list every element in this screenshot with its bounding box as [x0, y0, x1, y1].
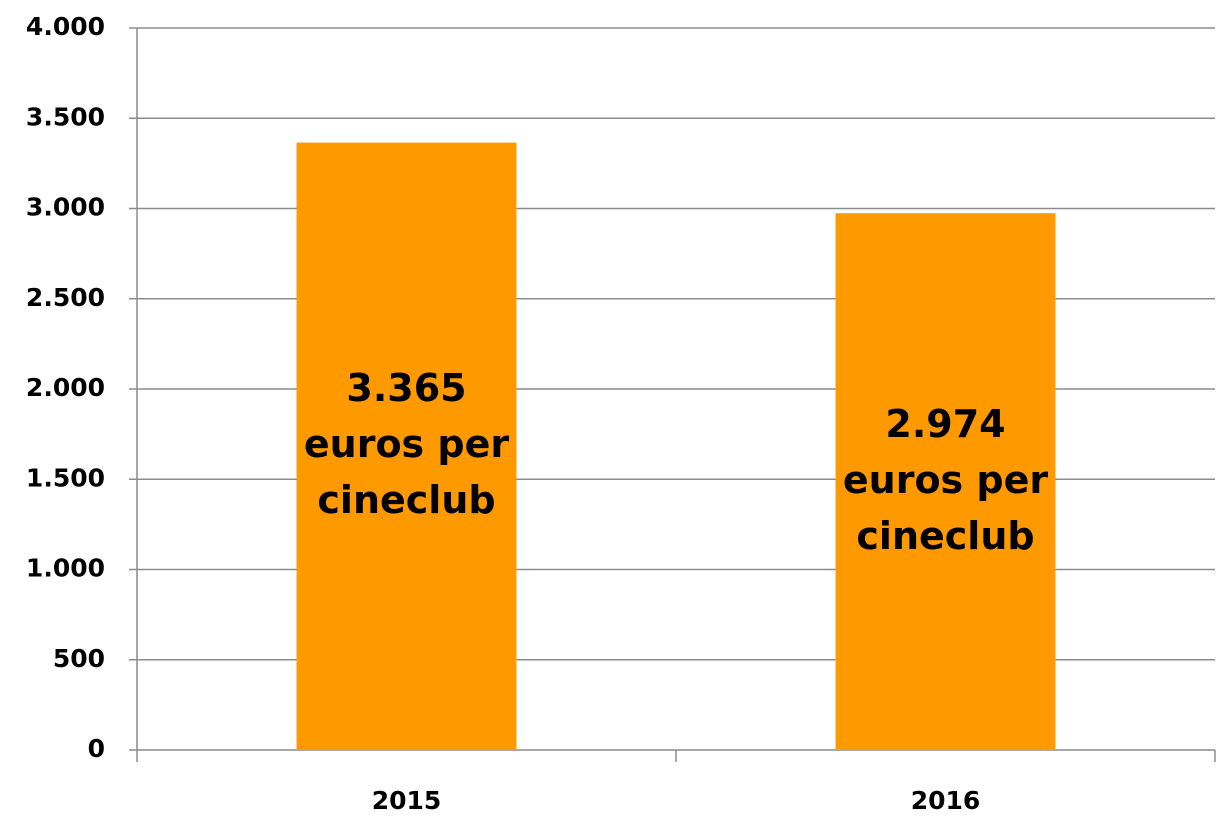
bar: [835, 213, 1056, 750]
bar: [296, 142, 517, 750]
y-tick-label: 4.000: [26, 12, 105, 41]
y-tick-label: 3.000: [26, 193, 105, 222]
y-tick-label: 2.500: [26, 283, 105, 312]
y-tick-label: 1.000: [26, 554, 105, 583]
y-tick-label: 500: [53, 644, 105, 673]
data-label: 2.974 euros per cineclub: [842, 401, 1049, 558]
x-tick-label: 2016: [911, 786, 981, 815]
y-tick-label: 3.500: [26, 102, 105, 131]
y-tick-label: 2.000: [26, 373, 105, 402]
y-tick-label: 0: [88, 734, 105, 763]
y-tick-label: 1.500: [26, 463, 105, 492]
data-label: 3.365 euros per cineclub: [303, 366, 510, 523]
x-tick-label: 2015: [372, 786, 442, 815]
